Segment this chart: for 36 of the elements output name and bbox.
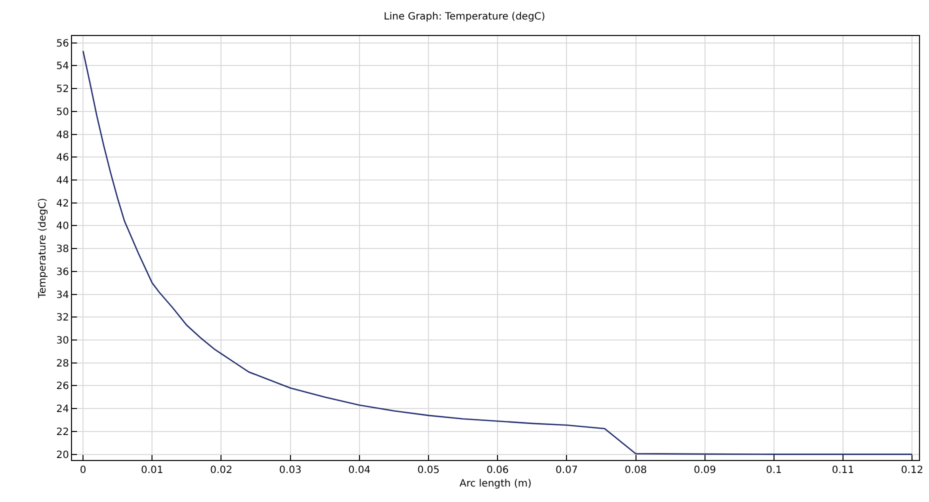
y-tick-label: 30	[56, 336, 69, 346]
y-tick-label: 24	[56, 404, 69, 416]
x-tick-label: 0.01	[141, 465, 164, 476]
line-series	[82, 50, 913, 455]
y-tick-label: 54	[56, 61, 69, 72]
x-tick-label: 0.12	[900, 465, 924, 476]
y-tick-label: 56	[56, 38, 69, 50]
y-tick-label: 32	[56, 312, 69, 324]
y-tick-label: 40	[56, 221, 69, 232]
y-tick-label: 34	[56, 290, 69, 301]
y-tick-label: 38	[56, 244, 69, 256]
x-tick-label: 0.05	[417, 465, 440, 476]
x-tick-label: 0.1	[766, 465, 782, 476]
y-tick-label: 46	[56, 152, 69, 164]
x-tick-label: 0.08	[624, 465, 647, 476]
y-tick-label: 50	[56, 106, 69, 118]
y-tick-label: 26	[56, 381, 69, 392]
y-tick-label: 42	[56, 198, 69, 210]
y-tick-label: 44	[56, 176, 69, 186]
x-tick-label: 0.02	[210, 465, 232, 476]
chart-title: Line Graph: Temperature (degC)	[384, 12, 546, 23]
y-tick-label: 28	[56, 358, 69, 370]
x-tick-label: 0.11	[832, 465, 854, 476]
y-tick-label: 36	[56, 266, 69, 278]
x-tick-label: 0.09	[694, 465, 716, 476]
x-tick-label: 0.06	[486, 465, 509, 476]
x-tick-label: 0.04	[348, 465, 371, 476]
y-tick-label: 48	[56, 130, 69, 141]
y-tick-label: 22	[56, 426, 69, 438]
x-tick-label: 0.07	[556, 465, 578, 476]
x-tick-label: 0	[80, 465, 86, 476]
x-axis-title: Arc length (m)	[459, 478, 532, 490]
x-tick-label: 0.03	[279, 465, 302, 476]
y-axis-title: Temperature (degC)	[37, 198, 48, 300]
y-tick-label: 20	[56, 450, 69, 461]
y-tick-label: 52	[56, 84, 69, 96]
